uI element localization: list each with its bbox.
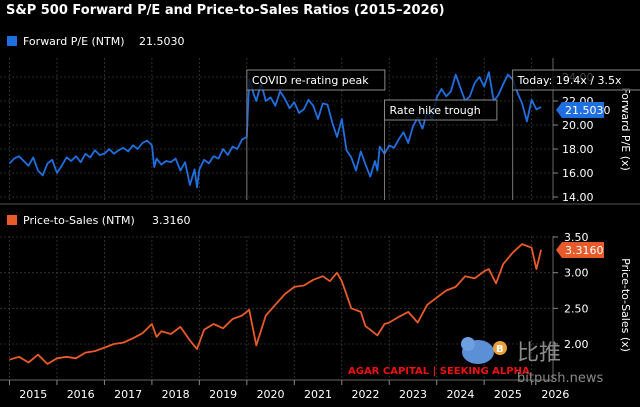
x-tick-label: 2023 — [399, 388, 427, 401]
annotation-label: Rate hike trough — [389, 104, 480, 117]
pe-value-badge: 21.5030 — [556, 102, 611, 118]
annotation-2: Today: 19.4x / 3.5x — [512, 69, 640, 200]
ps-y-ticks: 2.00 2.50 3.00 3.50 — [553, 231, 589, 351]
x-tick-label: 2015 — [19, 388, 47, 401]
ps-badge-text: 3.3160 — [565, 244, 604, 257]
svg-text:B: B — [496, 344, 504, 355]
pe-badge-text: 21.5030 — [565, 104, 611, 117]
x-grid — [9, 58, 533, 380]
pe-tick-label: 18.00 — [562, 143, 594, 156]
x-tick-label: 2016 — [67, 388, 95, 401]
x-tick-label: 2020 — [257, 388, 285, 401]
bird-logo-icon: B — [461, 337, 507, 364]
annotation-label: COVID re-rating peak — [252, 74, 369, 87]
pe-series-line — [8, 71, 542, 189]
ps-tick-label: 2.00 — [564, 338, 589, 351]
ps-tick-label: 3.00 — [564, 267, 589, 280]
watermark-cn: 比推 — [517, 341, 561, 366]
ps-grid — [0, 236, 553, 345]
chart-title: S&P 500 Forward P/E and Price-to-Sales R… — [6, 3, 445, 18]
ps-legend-value: 3.3160 — [152, 214, 191, 227]
ps-value-badge: 3.3160 — [556, 242, 604, 258]
x-ticks: 2015 2016 2017 2018 2019 2020 2021 2022 2023 2024… — [0, 379, 569, 401]
ps-tick-label: 3.50 — [564, 231, 589, 244]
pe-tick-label: 16.00 — [562, 167, 594, 180]
pe-legend: Forward P/E (NTM) 21.5030 — [7, 35, 185, 48]
x-tick-label: 2024 — [446, 388, 474, 401]
x-tick-label: 2017 — [114, 388, 142, 401]
ps-legend-label: Price-to-Sales (NTM) — [23, 214, 135, 227]
pe-tick-label: 20.00 — [562, 119, 594, 132]
x-tick-label: 2021 — [304, 388, 332, 401]
x-tick-label: 2018 — [162, 388, 190, 401]
ps-series-line — [9, 243, 542, 365]
annotation-0: COVID re-rating peak — [246, 69, 386, 200]
x-tick-label: 2025 — [494, 388, 522, 401]
ps-legend-swatch — [7, 215, 17, 225]
annotations: COVID re-rating peak Rate hike trough Toda… — [246, 69, 640, 200]
pe-legend-label: Forward P/E (NTM) — [23, 35, 125, 48]
x-tick-label: 2019 — [209, 388, 237, 401]
pe-legend-value: 21.5030 — [139, 35, 185, 48]
pe-tick-label: 14.00 — [562, 191, 594, 204]
ps-legend: Price-to-Sales (NTM) 3.3160 — [7, 214, 191, 227]
ps-y-axis-label: Price-to-Sales (x) — [619, 258, 632, 352]
pe-legend-swatch — [7, 36, 17, 46]
x-tick-label: 2022 — [352, 388, 380, 401]
source-credit: AGAR CAPITAL | SEEKING ALPHA — [348, 366, 530, 377]
annotation-1: Rate hike trough — [383, 99, 498, 200]
ps-tick-label: 2.50 — [564, 302, 589, 315]
pe-y-axis-label: Forward P/E (x) — [619, 87, 632, 171]
x-tick-label: 2026 — [541, 388, 569, 401]
watermark-site: bitpush.news — [517, 371, 603, 386]
annotation-label: Today: 19.4x / 3.5x — [517, 74, 622, 87]
